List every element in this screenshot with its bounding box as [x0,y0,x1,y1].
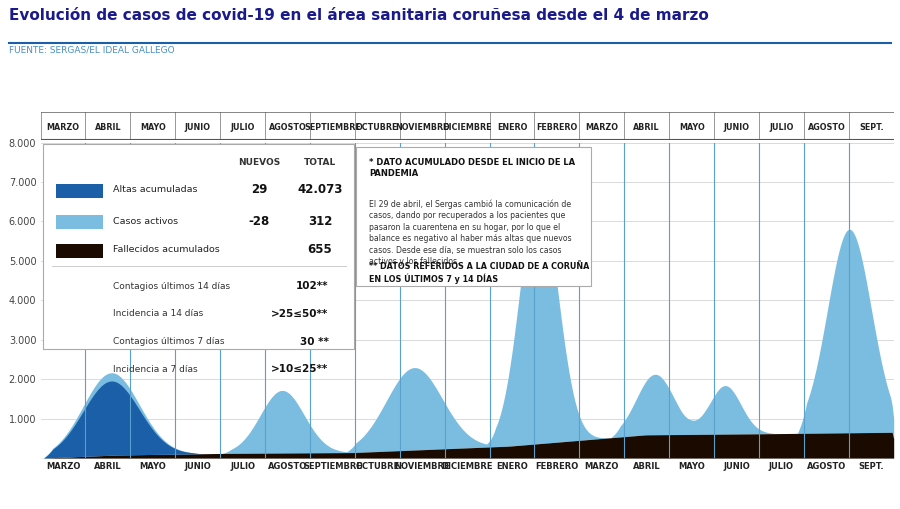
Text: >10≤25**: >10≤25** [271,364,328,375]
Text: SEPT.: SEPT. [859,123,884,132]
Text: Casos activos: Casos activos [113,217,178,226]
Text: Contagios últimos 7 días: Contagios últimos 7 días [113,337,224,346]
Text: TOTAL: TOTAL [304,158,336,167]
Text: 30 **: 30 ** [300,336,328,347]
Text: ** DATOS REFERIDOS A LA CIUDAD DE A CORUÑA
EN LOS ÚLTIMOS 7 y 14 DÍAS: ** DATOS REFERIDOS A LA CIUDAD DE A CORU… [369,263,590,285]
Text: MARZO: MARZO [47,123,79,132]
Text: JULIO: JULIO [770,123,794,132]
Text: FEBRERO: FEBRERO [536,123,578,132]
Text: El 29 de abril, el Sergas cambió la comunicación de
casos, dando por recuperados: El 29 de abril, el Sergas cambió la comu… [369,200,572,266]
Text: Fallecidos acumulados: Fallecidos acumulados [113,245,220,254]
Text: ENERO: ENERO [497,123,527,132]
FancyBboxPatch shape [56,215,103,230]
Text: 655: 655 [308,243,332,257]
Text: 312: 312 [308,215,332,228]
Text: MAYO: MAYO [679,123,705,132]
Text: 42.073: 42.073 [297,183,343,196]
Text: SEPTIEMBRE: SEPTIEMBRE [304,123,361,132]
Text: MAYO: MAYO [140,123,166,132]
Text: Altas acumuladas: Altas acumuladas [113,185,197,194]
Text: ABRIL: ABRIL [634,123,660,132]
Text: OCTUBRE: OCTUBRE [356,123,399,132]
Text: Contagios últimos 14 días: Contagios últimos 14 días [113,281,230,291]
Text: MARZO: MARZO [585,123,618,132]
Text: Evolución de casos de covid-19 en el área sanitaria coruñesa desde el 4 de marzo: Evolución de casos de covid-19 en el áre… [9,8,709,22]
Text: Incidencia a 7 días: Incidencia a 7 días [113,365,198,374]
Text: 29: 29 [251,183,267,196]
FancyBboxPatch shape [43,144,355,349]
Text: NOVIEMBRE: NOVIEMBRE [395,123,449,132]
Text: 102**: 102** [296,281,328,291]
Text: AGOSTO: AGOSTO [268,123,306,132]
Text: DICIEMBRE: DICIEMBRE [443,123,491,132]
Text: JUNIO: JUNIO [724,123,750,132]
Text: * DATO ACUMULADO DESDE EL INICIO DE LA
PANDEMIA: * DATO ACUMULADO DESDE EL INICIO DE LA P… [369,158,575,178]
Text: Incidencia a 14 días: Incidencia a 14 días [113,309,203,319]
Text: NUEVOS: NUEVOS [238,158,281,167]
Text: JULIO: JULIO [230,123,255,132]
Text: -28: -28 [248,215,270,228]
FancyBboxPatch shape [356,147,590,286]
FancyBboxPatch shape [56,243,103,258]
Text: >25≤50**: >25≤50** [271,309,328,319]
Text: FUENTE: SERGAS/EL IDEAL GALLEGO: FUENTE: SERGAS/EL IDEAL GALLEGO [9,46,175,55]
FancyBboxPatch shape [56,184,103,198]
Text: AGOSTO: AGOSTO [807,123,845,132]
Text: JUNIO: JUNIO [184,123,211,132]
Text: ABRIL: ABRIL [94,123,122,132]
